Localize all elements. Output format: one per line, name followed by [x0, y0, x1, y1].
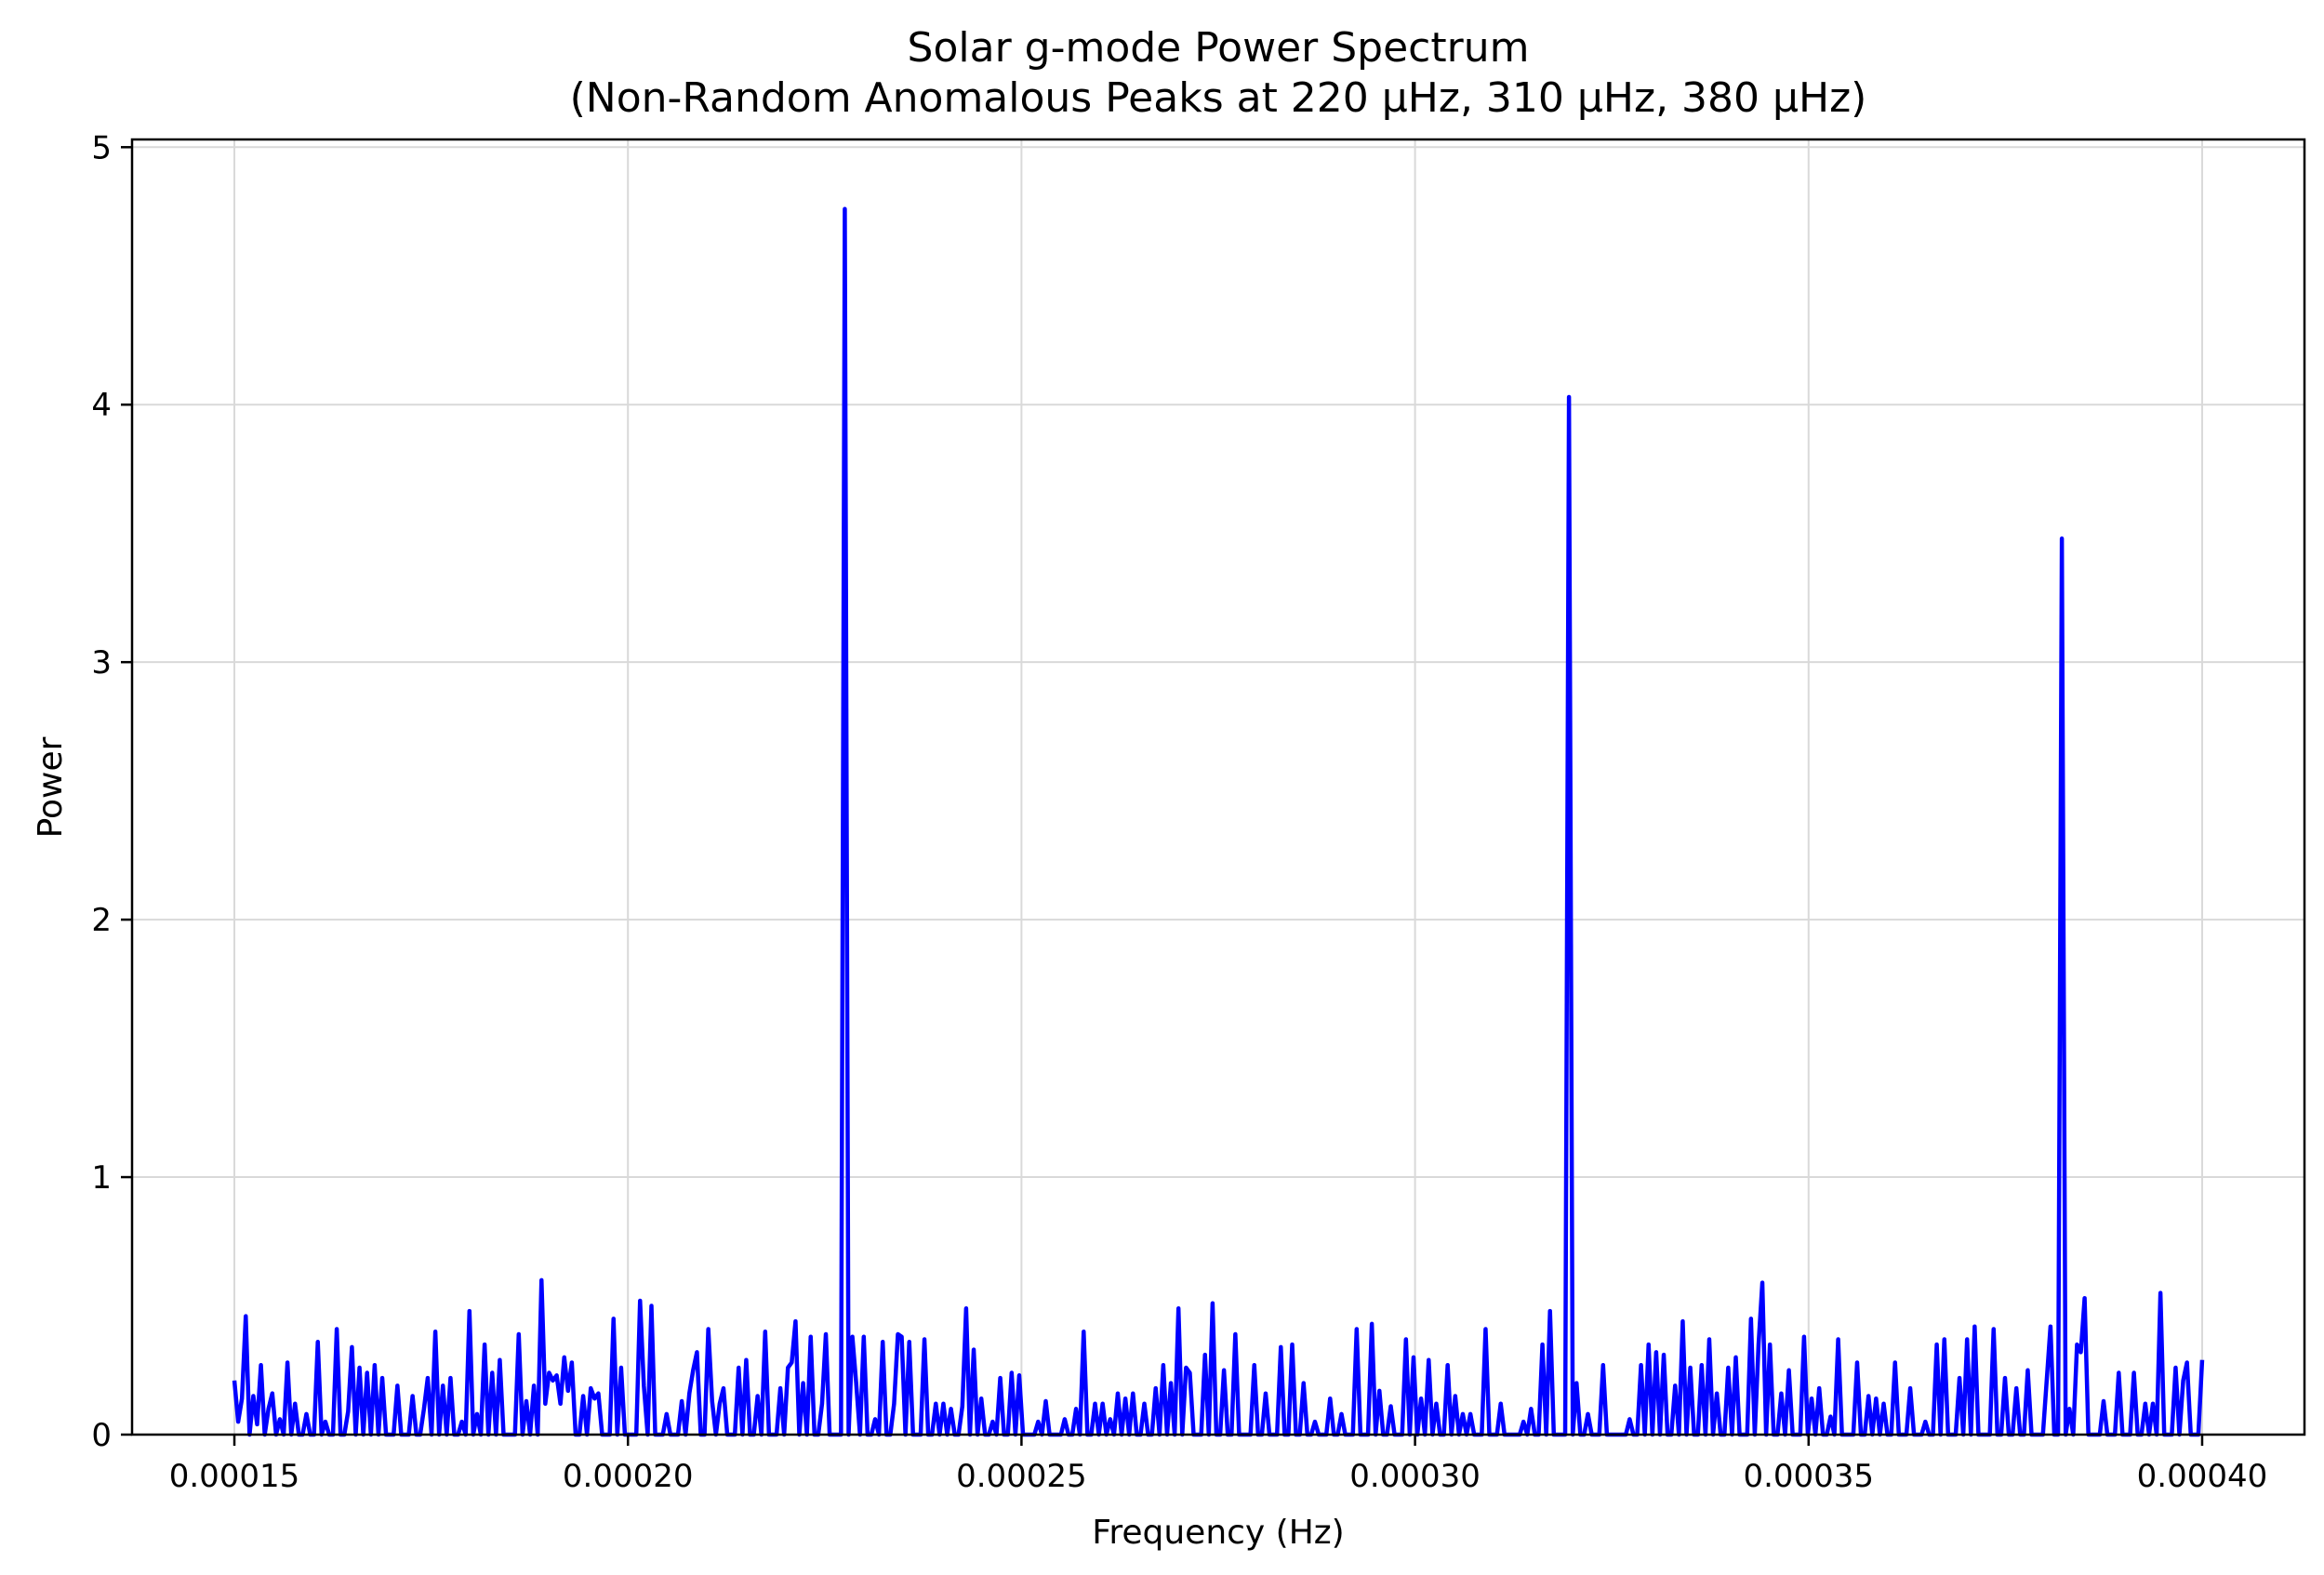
y-axis-label: Power — [32, 736, 70, 838]
x-axis-label: Frequency (Hz) — [1092, 1514, 1344, 1552]
x-tick-label: 0.00030 — [1349, 1458, 1481, 1495]
axes-frame — [130, 138, 2306, 1436]
y-tick-label: 4 — [91, 387, 112, 424]
power-series-line — [232, 206, 2205, 1437]
grid — [132, 139, 2304, 1436]
chart-subtitle: (Non-Random Anomalous Peaks at 220 µHz, … — [570, 74, 1867, 122]
x-tick-label: 0.00015 — [169, 1458, 300, 1495]
x-tick-label: 0.00035 — [1743, 1458, 1874, 1495]
ticks: 0.00015 0.00020 0.00025 0.00030 0.00035 0.000… — [91, 129, 2267, 1495]
x-tick-label: 0.00025 — [956, 1458, 1087, 1495]
y-tick-label: 0 — [91, 1417, 112, 1454]
y-tick-label: 2 — [91, 902, 112, 939]
y-tick-label: 5 — [91, 129, 112, 166]
y-tick-label: 1 — [91, 1159, 112, 1197]
chart-title: Solar g-mode Power Spectrum — [908, 24, 1530, 72]
series-layer — [232, 206, 2205, 1437]
x-tick-label: 0.00040 — [2137, 1458, 2268, 1495]
y-tick-label: 3 — [91, 644, 112, 682]
x-tick-label: 0.00020 — [563, 1458, 694, 1495]
